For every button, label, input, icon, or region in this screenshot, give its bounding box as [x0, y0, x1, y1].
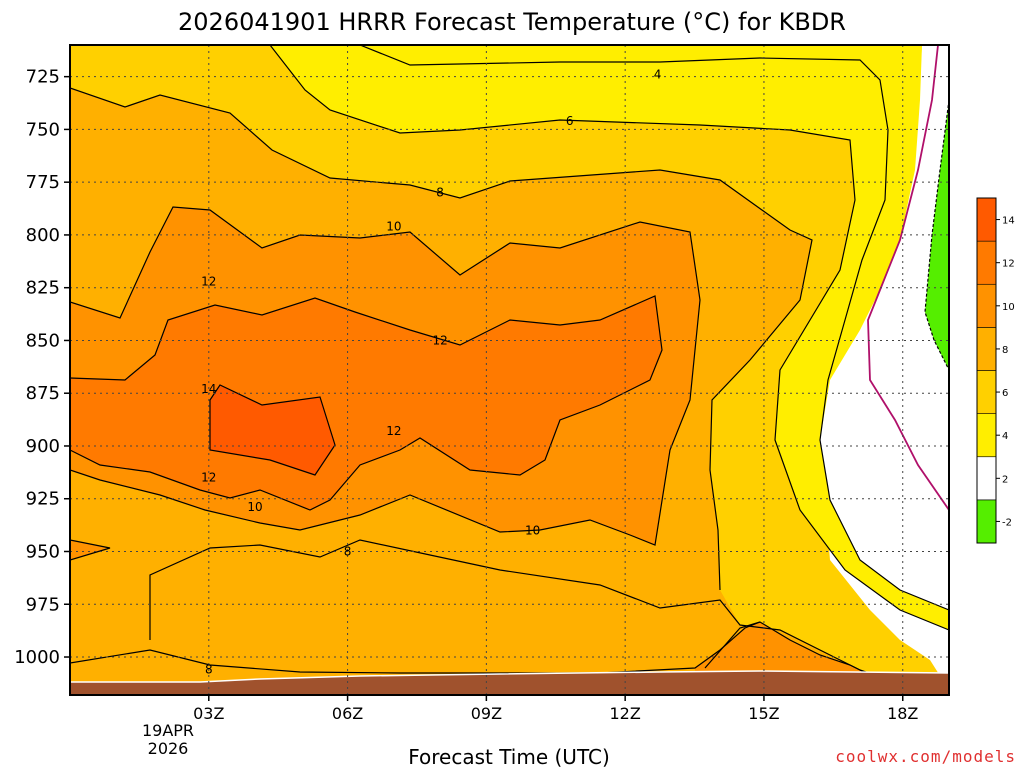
- y-tick-label: 750: [26, 119, 60, 140]
- y-tick-label: 900: [26, 436, 60, 457]
- contour-lines: [70, 45, 949, 695]
- y-axis: 725 750 775 800 825 850 875 900 925 950 975 1000: [14, 67, 70, 668]
- colorbar-label: 6: [1002, 388, 1008, 399]
- contour-labels: 4 6 8 10 12 12 14 12 12 10 10 8 8: [201, 68, 661, 677]
- colorbar-frame: [976, 197, 997, 544]
- colorbar-label: -2: [1002, 517, 1012, 528]
- band-cold: [925, 100, 949, 370]
- contour-label: 6: [566, 114, 574, 128]
- colorbar-label: 4: [1002, 431, 1008, 442]
- x-tick-label: 06Z: [332, 704, 363, 723]
- x-date-year: 2026: [148, 739, 189, 758]
- y-tick-label: 975: [26, 594, 60, 615]
- colorbar-label: 8: [1002, 345, 1008, 356]
- colorbar-label: 14: [1002, 216, 1015, 227]
- colorbar-swatch: [976, 197, 997, 242]
- colorbar-label: 10: [1002, 302, 1015, 313]
- colorbar-swatch: [976, 413, 997, 458]
- x-tick-label: 09Z: [471, 704, 502, 723]
- band-0-2-top: [820, 45, 949, 690]
- contour-label: 10: [386, 219, 401, 233]
- band-12-14: [210, 385, 335, 475]
- colorbar-swatch: [976, 456, 997, 501]
- colorbar-swatch: [976, 240, 997, 285]
- y-tick-label: 925: [26, 489, 60, 510]
- y-tick-label: 725: [26, 67, 60, 88]
- contour-label: 10: [525, 523, 540, 537]
- x-tick-label: 03Z: [193, 704, 224, 723]
- colorbar-swatch: [976, 370, 997, 414]
- y-tick-label: 775: [26, 172, 60, 193]
- x-tick-label: 15Z: [748, 704, 779, 723]
- contour-label: 8: [436, 186, 444, 200]
- colorbar-swatch: [976, 283, 997, 328]
- contour-label: 12: [386, 424, 401, 438]
- y-tick-label: 875: [26, 383, 60, 404]
- chart-title: 2026041901 HRRR Forecast Temperature (°C…: [178, 8, 846, 36]
- colorbar-label: 12: [1002, 259, 1015, 270]
- y-tick-label: 800: [26, 225, 60, 246]
- plot-frame: [69, 44, 950, 696]
- y-tick-label: 825: [26, 278, 60, 299]
- contour-label: 8: [344, 544, 352, 558]
- y-tick-label: 1000: [14, 647, 60, 668]
- contour-label: 8: [205, 663, 213, 677]
- x-tick-label: 18Z: [887, 704, 918, 723]
- grid-lines: [70, 45, 949, 695]
- ground: [70, 671, 949, 695]
- contour-label: 14: [201, 382, 216, 396]
- colorbar-swatch: [976, 327, 997, 371]
- contour-label: 12: [201, 274, 216, 288]
- x-tick-label: 12Z: [609, 704, 640, 723]
- contour-label: 10: [247, 500, 262, 514]
- contour-label: 12: [201, 471, 216, 485]
- contour-label: 12: [432, 333, 447, 347]
- x-axis: 03Z 06Z 09Z 12Z 15Z 18Z: [193, 695, 918, 723]
- x-date-month: 19APR: [142, 721, 194, 740]
- ground-edge: [70, 670, 949, 683]
- band-2-4-right: [775, 45, 949, 630]
- colorbar-label: 2: [1002, 474, 1008, 485]
- plot-area: [70, 45, 949, 695]
- colorbar-swatch: [976, 499, 997, 544]
- x-axis-label: Forecast Time (UTC): [408, 745, 610, 768]
- band-4-6: [70, 45, 949, 695]
- contour-label: 4: [654, 68, 662, 82]
- y-tick-label: 950: [26, 541, 60, 562]
- band-10-12: [70, 296, 662, 510]
- colorbar: -2 2 4 6 8 10 12 14: [976, 197, 1015, 544]
- credit-text: coolwx.com/models: [835, 747, 1016, 766]
- y-tick-label: 850: [26, 330, 60, 351]
